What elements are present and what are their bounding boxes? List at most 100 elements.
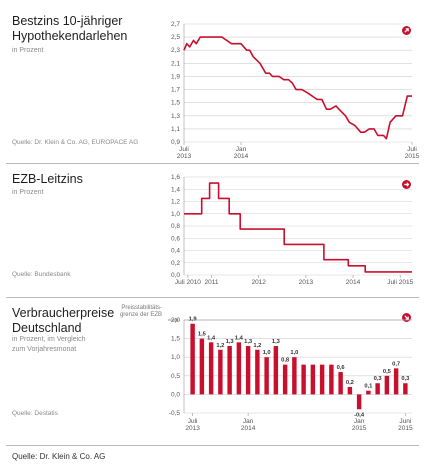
- y-tick-label: 0,9: [171, 139, 180, 146]
- bar: [301, 364, 306, 395]
- y-tick-label: 0,6: [171, 235, 180, 242]
- bar-value-label: 1,0: [263, 350, 271, 356]
- bar: [338, 372, 343, 395]
- bar: [255, 349, 260, 395]
- bar: [375, 383, 380, 395]
- reference-arrow: [168, 317, 179, 323]
- x-tick-label: Juli 2015: [405, 146, 420, 160]
- bar: [319, 364, 325, 395]
- bar: [347, 386, 353, 395]
- y-tick-label: 2,5: [171, 34, 180, 41]
- bar-value-label: 1,2: [253, 343, 261, 349]
- y-tick-label: 1,0: [171, 354, 180, 361]
- panel-subtitle: in Prozent: [12, 189, 44, 196]
- panel-subtitle: in Prozent, im Vergleich zum Vorjahresmo…: [12, 336, 86, 353]
- y-tick-label: 1,3: [171, 113, 180, 120]
- panel-source: Quelle: Destatis: [12, 410, 58, 417]
- bar-value-label: 1,9: [189, 317, 198, 323]
- y-tick-label: 0,8: [171, 223, 180, 230]
- panel-title: Bestzins 10-jähriger Hypothekendarlehen: [12, 14, 128, 43]
- ecb-rate-chart: 0,0 0,2 0,4 0,6 0,8 1,0 1,2 1,4 1,6 Juli 2010 2011…: [171, 174, 414, 286]
- panel-source: Quelle: Bundesbank: [12, 271, 71, 278]
- panel-source: Quelle: Dr. Klein & Co. AG, EUROPACE AG: [12, 139, 139, 146]
- y-tick-label: 2,1: [171, 60, 180, 67]
- arrow-down-right-icon[interactable]: [402, 313, 411, 322]
- x-tick-label: Jan 2014: [234, 146, 249, 160]
- bar: [366, 390, 371, 395]
- divider: [6, 297, 419, 298]
- bar: [264, 357, 269, 395]
- mortgage-rate-panel: Bestzins 10-jähriger Hypothekendarlehen …: [0, 0, 425, 160]
- y-tick-label: 1,7: [171, 87, 180, 94]
- x-tick-label: 2011: [205, 279, 219, 286]
- x-tick-label: Juli 2015: [387, 279, 413, 286]
- y-tick-label: 0,4: [171, 248, 180, 255]
- y-tick-label: 1,1: [171, 126, 180, 133]
- bar-value-label: 0,6: [337, 365, 346, 371]
- y-tick-label: 1,5: [171, 336, 180, 343]
- bar-value-label: 1,2: [216, 343, 224, 349]
- x-tick-label: Juli 2010: [175, 279, 201, 286]
- y-tick-label: 2,7: [171, 21, 180, 28]
- x-tick-label: 2013: [299, 279, 314, 286]
- bar-value-label: 1,4: [235, 335, 244, 341]
- bar: [227, 346, 232, 395]
- mortgage-rate-chart: 0,9 1,1 1,3 1,5 1,7 1,9 2,1 2,3 2,5 2,7 Juli 2013 Ja…: [171, 21, 420, 160]
- series-line: [183, 36, 412, 140]
- bar-value-label: 0,7: [392, 361, 400, 367]
- y-tick-label: 1,6: [171, 174, 180, 181]
- y-tick-label: 1,0: [171, 211, 180, 218]
- bar-value-label: -0,4: [354, 412, 365, 418]
- bar-value-label: 0,5: [383, 369, 392, 375]
- y-tick-label: 1,5: [171, 100, 180, 107]
- bar: [310, 364, 316, 395]
- series-line: [184, 182, 412, 273]
- panel-title: Verbraucherpreise Deutschland: [12, 306, 115, 335]
- bar-value-label: 0,1: [364, 384, 373, 390]
- bar: [403, 383, 408, 395]
- y-tick-label: -0,5: [169, 410, 181, 417]
- bar: [218, 349, 223, 395]
- y-tick-label: 2,3: [171, 47, 180, 54]
- bar: [236, 342, 242, 395]
- x-tick-label: Jan 2015: [352, 418, 367, 432]
- divider: [6, 163, 419, 164]
- panel-title: EZB-Leitzins: [12, 172, 83, 186]
- bar-value-label: 1,4: [207, 335, 216, 341]
- x-tick-label: 2012: [251, 279, 266, 286]
- bar: [199, 338, 205, 395]
- arrow-right-icon[interactable]: [402, 180, 411, 189]
- bar: [384, 375, 390, 395]
- x-tick-label: 2014: [346, 279, 361, 286]
- y-tick-label: 1,2: [171, 199, 180, 206]
- y-tick-label: 0,5: [171, 373, 180, 380]
- y-tick-label: 1,4: [171, 186, 180, 193]
- bar: [356, 394, 362, 410]
- bar-value-label: 1,0: [290, 350, 298, 356]
- consumer-prices-panel: Verbraucherpreise Deutschland in Prozent…: [12, 305, 413, 432]
- divider: [6, 445, 419, 446]
- bar: [292, 357, 297, 395]
- y-tick-label: 1,9: [171, 73, 180, 80]
- bar: [282, 364, 288, 395]
- consumer-prices-chart: -0,50,00,51,01,52,0 1,91,51,41,21,31,41,3…: [168, 317, 413, 432]
- footer-source: Quelle: Dr. Klein & Co. AG: [12, 452, 106, 461]
- bar-value-label: 0,3: [401, 376, 410, 382]
- bar: [329, 364, 334, 395]
- bar-value-label: 1,3: [226, 339, 235, 345]
- x-tick-label: Jan 2014: [241, 418, 256, 432]
- y-tick-label: 0,2: [171, 260, 180, 267]
- ecb-rate-panel: EZB-Leitzins in Prozent Quelle: Bundesba…: [12, 172, 414, 286]
- bar-value-label: 1,3: [244, 339, 253, 345]
- x-tick-label: Juli 2013: [177, 146, 192, 160]
- bar: [190, 323, 195, 395]
- panel-subtitle: in Prozent: [12, 47, 44, 54]
- x-tick-label: Juli 2013: [185, 418, 200, 432]
- bar: [273, 346, 279, 395]
- bar-value-label: 0,8: [281, 358, 290, 364]
- bar: [208, 342, 214, 395]
- bar-value-label: 0,2: [346, 380, 354, 386]
- arrow-up-right-icon[interactable]: [402, 26, 411, 35]
- bar-value-label: 1,5: [198, 332, 207, 338]
- bar: [393, 368, 399, 395]
